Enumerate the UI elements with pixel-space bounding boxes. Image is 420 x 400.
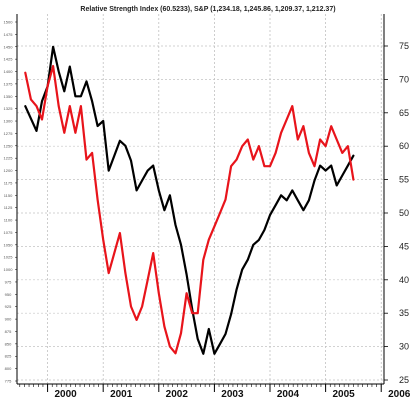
y-left-tick-label: 1450 bbox=[4, 44, 14, 49]
y-left-tick-label: 1025 bbox=[4, 255, 14, 260]
x-tick-label: 2002 bbox=[166, 389, 189, 400]
relative-strength-line bbox=[24, 64, 355, 355]
y-right-tick-label: 50 bbox=[399, 208, 409, 218]
y-left-tick-label: 1375 bbox=[4, 81, 14, 86]
y-right-tick-label: 65 bbox=[399, 108, 409, 118]
y-left-tick-label: 1150 bbox=[4, 193, 13, 198]
y-left-tick-label: 1425 bbox=[4, 57, 14, 62]
tick-labels: 2000 2001 2002 2003 2004 2005 2006 75 70 65 60 55 50… bbox=[4, 20, 411, 400]
y-left-tick-label: 1100 bbox=[4, 218, 13, 223]
x-tick-label: 2000 bbox=[54, 389, 77, 400]
y-left-tick-label: 925 bbox=[5, 304, 12, 309]
y-left-tick-label: 1225 bbox=[4, 156, 14, 161]
y-right-tick-label: 35 bbox=[399, 308, 409, 318]
x-tick-label: 2006 bbox=[388, 389, 411, 400]
y-left-tick-label: 1475 bbox=[4, 32, 14, 37]
y-left-tick-label: 1175 bbox=[4, 180, 13, 185]
y-right-tick-label: 30 bbox=[399, 342, 409, 352]
y-left-tick-label: 1300 bbox=[4, 119, 14, 124]
grid bbox=[17, 14, 384, 384]
y-right-tick-label: 25 bbox=[399, 375, 409, 385]
y-left-tick-label: 900 bbox=[5, 317, 12, 322]
x-tick-label: 2005 bbox=[332, 389, 355, 400]
y-right-tick-label: 40 bbox=[399, 275, 409, 285]
y-left-tick-label: 875 bbox=[5, 329, 12, 334]
y-left-tick-label: 1050 bbox=[4, 242, 14, 247]
y-left-tick-label: 1500 bbox=[4, 20, 14, 25]
y-left-tick-label: 1400 bbox=[4, 69, 14, 74]
y-right-tick-label: 75 bbox=[399, 41, 409, 51]
y-right-tick-label: 45 bbox=[399, 241, 409, 251]
axes bbox=[15, 14, 388, 392]
y-left-tick-label: 1275 bbox=[4, 131, 14, 136]
x-tick-label: 2004 bbox=[277, 389, 300, 400]
y-left-tick-label: 1250 bbox=[4, 143, 14, 148]
y-left-tick-label: 950 bbox=[5, 292, 12, 297]
chart-title: Relative Strength Index (60.5233), S&P (… bbox=[80, 6, 335, 13]
y-left-tick-label: 775 bbox=[5, 379, 12, 384]
y-left-tick-label: 1125 bbox=[4, 205, 13, 210]
y-right-tick-label: 70 bbox=[399, 74, 409, 84]
y-left-tick-label: 975 bbox=[5, 279, 12, 284]
x-tick-label: 2001 bbox=[110, 389, 133, 400]
y-left-tick-label: 1350 bbox=[4, 94, 14, 99]
series-layer bbox=[24, 45, 355, 355]
y-left-tick-label: 825 bbox=[5, 354, 12, 359]
x-tick-label: 2003 bbox=[221, 389, 244, 400]
y-left-tick-label: 850 bbox=[5, 341, 12, 346]
y-right-tick-label: 55 bbox=[399, 175, 409, 185]
y-left-tick-label: 1200 bbox=[4, 168, 14, 173]
y-left-tick-label: 800 bbox=[5, 366, 12, 371]
y-left-tick-label: 1000 bbox=[4, 267, 14, 272]
sp500-price-line bbox=[24, 45, 355, 355]
y-right-tick-label: 60 bbox=[399, 141, 409, 151]
y-left-tick-label: 1325 bbox=[4, 106, 14, 111]
y-left-tick-label: 1075 bbox=[4, 230, 14, 235]
